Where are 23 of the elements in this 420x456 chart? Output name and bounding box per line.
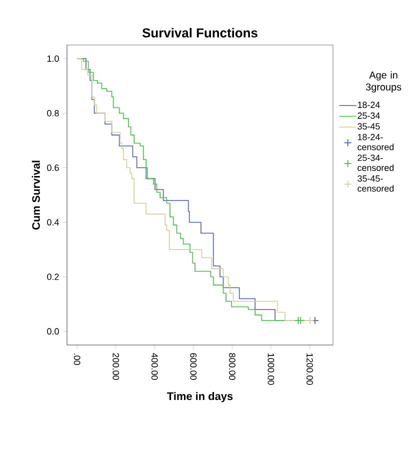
legend-label: 35-45 <box>358 123 380 130</box>
legend-label: 35-45-censored <box>358 175 394 192</box>
y-tick-label: 0.0 <box>47 328 59 335</box>
y-tick-label: 1.0 <box>48 55 59 62</box>
x-axis-title: Time in days <box>167 392 233 402</box>
y-axis-title: Cum Survival <box>32 160 40 230</box>
y-tick-label: 0.4 <box>47 219 60 226</box>
legend-label: 25-34 <box>358 112 380 119</box>
x-tick-label: .00 <box>74 354 80 365</box>
y-tick-label: 0.6 <box>47 164 59 171</box>
x-tick-label: 800.00 <box>229 353 236 380</box>
x-tick-label: 400.00 <box>152 352 158 380</box>
x-tick-label: 200.00 <box>112 353 120 380</box>
chart-title: Survival Functions <box>142 28 258 38</box>
legend-label: 18-24 <box>358 102 380 108</box>
legend-label: 25-34-censored <box>358 154 394 171</box>
legend-title: Age in 3groups <box>366 71 402 92</box>
x-tick-label: 600.00 <box>190 353 197 380</box>
x-tick-label: 1200.00 <box>306 353 313 385</box>
y-tick-label: 0.2 <box>47 274 59 280</box>
x-tick-label: 1000.00 <box>268 353 274 385</box>
legend-label: 18-24-censored <box>358 134 394 150</box>
y-tick-label: 0.8 <box>47 110 59 116</box>
